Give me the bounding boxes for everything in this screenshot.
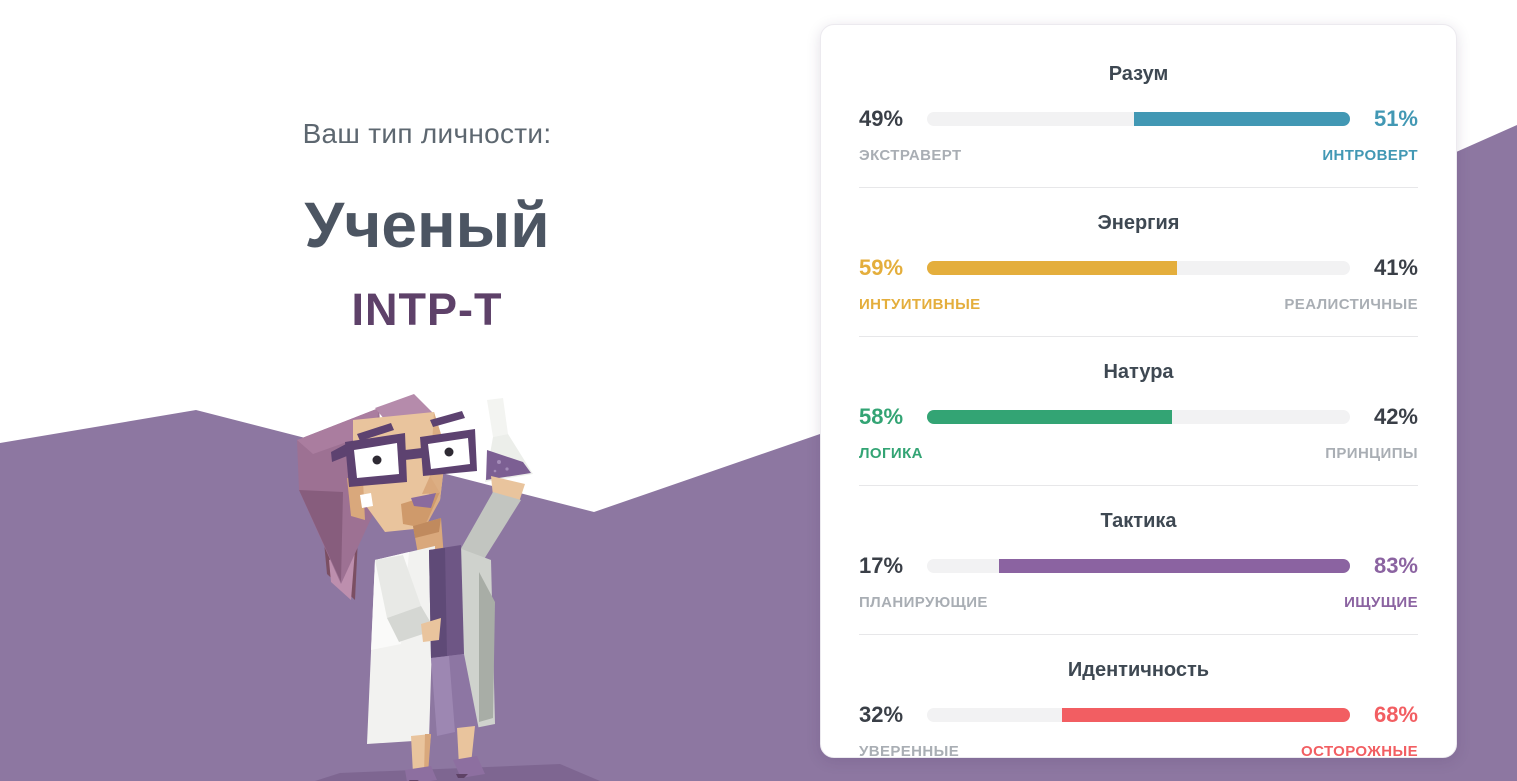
trait-bar-row: 49% 51% [859, 108, 1418, 130]
trait-section: Энергия 59% 41% ИНТУИТИВНЫЕ РЕАЛИСТИЧНЫЕ [859, 187, 1418, 336]
trait-bar-row: 32% 68% [859, 704, 1418, 726]
trait-bar-fill [927, 261, 1177, 275]
scientist-left-arm [375, 555, 441, 642]
trait-right-percent: 51% [1373, 106, 1418, 131]
trait-right-percent: 83% [1373, 553, 1418, 578]
result-type-name: Ученый [304, 189, 550, 261]
trait-left-percent: 59% [859, 255, 904, 280]
trait-right-label: ПРИНЦИПЫ [1325, 445, 1418, 462]
trait-left-percent: 32% [859, 702, 904, 727]
trait-section: Идентичность 32% 68% УВЕРЕННЫЕ ОСТОРОЖНЫ… [859, 634, 1418, 781]
trait-section: Тактика 17% 83% ПЛАНИРУЮЩИЕ ИЩУЩИЕ [859, 485, 1418, 634]
trait-left-label: ПЛАНИРУЮЩИЕ [859, 594, 988, 611]
trait-bar-track [927, 559, 1350, 573]
trait-left-label: ИНТУИТИВНЫЕ [859, 296, 981, 313]
trait-title: Идентичность [1067, 659, 1210, 681]
trait-right-label: ОСТОРОЖНЫЕ [1301, 743, 1418, 760]
trait-labels: ЭКСТРАВЕРТ ИНТРОВЕРТ [859, 147, 1418, 165]
trait-right-label: ИНТРОВЕРТ [1322, 147, 1418, 164]
trait-right-label: ИЩУЩИЕ [1344, 594, 1418, 611]
result-panel: Ваш тип личности: Ученый INTP-T [227, 118, 627, 336]
result-type-code: INTP-T [351, 284, 503, 335]
scientist-illustration [297, 394, 533, 781]
scientist-legs [405, 726, 485, 781]
trait-section: Разум 49% 51% ЭКСТРАВЕРТ ИНТРОВЕРТ [859, 61, 1418, 187]
trait-labels: ЛОГИКА ПРИНЦИПЫ [859, 445, 1418, 463]
result-intro: Ваш тип личности: [302, 118, 552, 149]
trait-labels: ПЛАНИРУЮЩИЕ ИЩУЩИЕ [859, 594, 1418, 612]
trait-right-percent: 42% [1373, 404, 1418, 429]
trait-bar-fill [927, 410, 1173, 424]
trait-left-percent: 17% [859, 553, 904, 578]
trait-left-label: ЭКСТРАВЕРТ [859, 147, 962, 164]
traits-list: Разум 49% 51% ЭКСТРАВЕРТ ИНТРОВЕРТ Энерг… [859, 61, 1418, 781]
trait-bar-row: 58% 42% [859, 406, 1418, 428]
trait-labels: УВЕРЕННЫЕ ОСТОРОЖНЫЕ [859, 743, 1418, 761]
trait-bar-track [927, 708, 1350, 722]
scientist-nose-mouth [411, 476, 440, 508]
trait-bar-row: 59% 41% [859, 257, 1418, 279]
trait-title: Тактика [1100, 510, 1177, 532]
trait-left-label: ЛОГИКА [859, 445, 923, 462]
ground-shadow [315, 764, 600, 781]
trait-right-percent: 41% [1373, 255, 1418, 280]
trait-left-percent: 49% [859, 106, 904, 131]
trait-bar-track [927, 112, 1350, 126]
trait-section: Натура 58% 42% ЛОГИКА ПРИНЦИПЫ [859, 336, 1418, 485]
trait-bar-fill [998, 559, 1350, 573]
trait-right-label: РЕАЛИСТИЧНЫЕ [1284, 296, 1418, 313]
trait-title: Натура [1103, 361, 1174, 383]
trait-right-percent: 68% [1373, 702, 1418, 727]
trait-bar-row: 17% 83% [859, 555, 1418, 577]
trait-left-percent: 58% [859, 404, 904, 429]
trait-bar-track [927, 261, 1350, 275]
trait-left-label: УВЕРЕННЫЕ [859, 743, 960, 760]
trait-title: Энергия [1097, 212, 1180, 234]
trait-title: Разум [1108, 63, 1169, 85]
trait-bar-track [927, 410, 1350, 424]
trait-bar-fill [1062, 708, 1350, 722]
trait-labels: ИНТУИТИВНЫЕ РЕАЛИСТИЧНЫЕ [859, 296, 1418, 314]
scientist-flask [485, 398, 533, 482]
traits-card: Разум 49% 51% ЭКСТРАВЕРТ ИНТРОВЕРТ Энерг… [820, 24, 1457, 760]
scientist-glasses [331, 411, 477, 487]
trait-bar-fill [1134, 112, 1350, 126]
